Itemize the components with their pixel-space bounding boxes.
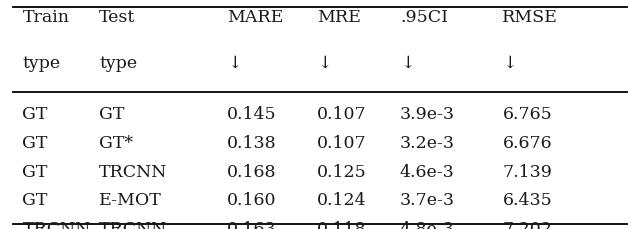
Text: GT: GT <box>22 164 48 181</box>
Text: TRCNN: TRCNN <box>22 221 91 229</box>
Text: 7.139: 7.139 <box>502 164 552 181</box>
Text: ↓: ↓ <box>227 55 242 72</box>
Text: GT: GT <box>99 106 125 123</box>
Text: 7.202: 7.202 <box>502 221 552 229</box>
Text: 6.435: 6.435 <box>502 192 552 209</box>
Text: GT: GT <box>22 192 48 209</box>
Text: TRCNN: TRCNN <box>99 221 168 229</box>
Text: TRCNN: TRCNN <box>99 164 168 181</box>
Text: GT: GT <box>22 106 48 123</box>
Text: ↓: ↓ <box>400 55 415 72</box>
Text: RMSE: RMSE <box>502 9 558 26</box>
Text: MRE: MRE <box>317 9 361 26</box>
Text: 3.9e-3: 3.9e-3 <box>400 106 455 123</box>
Text: 6.676: 6.676 <box>502 135 552 152</box>
Text: ↓: ↓ <box>502 55 517 72</box>
Text: 0.124: 0.124 <box>317 192 367 209</box>
Text: GT: GT <box>22 135 48 152</box>
Text: .95CI: .95CI <box>400 9 448 26</box>
Text: 3.7e-3: 3.7e-3 <box>400 192 455 209</box>
Text: 0.168: 0.168 <box>227 164 276 181</box>
Text: 6.765: 6.765 <box>502 106 552 123</box>
Text: 0.138: 0.138 <box>227 135 277 152</box>
Text: type: type <box>22 55 61 72</box>
Text: E-MOT: E-MOT <box>99 192 162 209</box>
Text: 0.107: 0.107 <box>317 135 367 152</box>
Text: 0.107: 0.107 <box>317 106 367 123</box>
Text: 0.163: 0.163 <box>227 221 277 229</box>
Text: Train: Train <box>22 9 69 26</box>
Text: 0.118: 0.118 <box>317 221 366 229</box>
Text: 3.2e-3: 3.2e-3 <box>400 135 455 152</box>
Text: 4.8e-3: 4.8e-3 <box>400 221 455 229</box>
Text: 0.125: 0.125 <box>317 164 367 181</box>
Text: ↓: ↓ <box>317 55 332 72</box>
Text: 0.160: 0.160 <box>227 192 276 209</box>
Text: 0.145: 0.145 <box>227 106 277 123</box>
Text: type: type <box>99 55 138 72</box>
Text: GT*: GT* <box>99 135 133 152</box>
Text: MARE: MARE <box>227 9 284 26</box>
Text: 4.6e-3: 4.6e-3 <box>400 164 455 181</box>
Text: Test: Test <box>99 9 136 26</box>
